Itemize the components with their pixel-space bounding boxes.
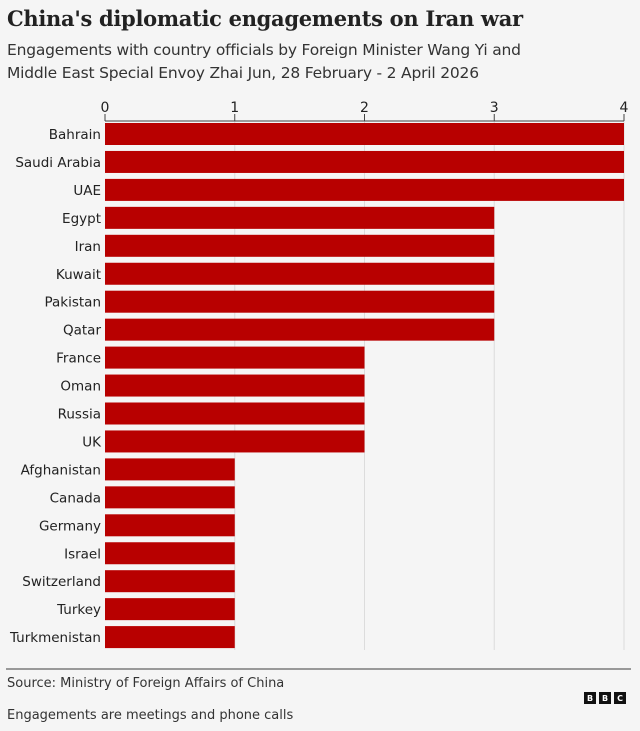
footer-divider [6, 668, 631, 670]
category-label: Qatar [63, 323, 101, 339]
bar [105, 150, 624, 173]
bar [105, 346, 365, 369]
bar [105, 626, 235, 649]
category-label: Oman [60, 379, 101, 395]
x-tick-label: 4 [620, 100, 629, 116]
note-text: Engagements are meetings and phone calls [7, 708, 294, 723]
category-label: Turkey [56, 602, 101, 618]
bbc-logo-letter: B [599, 692, 611, 704]
category-label: France [56, 351, 101, 367]
category-label: Switzerland [22, 574, 101, 590]
category-label: Pakistan [44, 295, 101, 311]
bar [105, 542, 235, 565]
bar [105, 514, 235, 537]
bar [105, 430, 365, 453]
x-tick-label: 0 [101, 100, 110, 116]
bar [105, 262, 495, 285]
source-text: Source: Ministry of Foreign Affairs of C… [7, 676, 285, 691]
category-label: Iran [75, 239, 101, 255]
bar [105, 206, 495, 229]
bar [105, 458, 235, 481]
chart-title: China's diplomatic engagements on Iran w… [7, 6, 523, 31]
bar [105, 123, 624, 145]
category-label: Kuwait [56, 267, 101, 283]
category-label: UK [82, 434, 102, 450]
category-label: Germany [39, 518, 101, 534]
chart-subtitle-line-2: Middle East Special Envoy Zhai Jun, 28 F… [7, 64, 479, 82]
x-tick-label: 2 [360, 100, 369, 116]
category-label: Russia [58, 407, 101, 423]
bar [105, 318, 495, 341]
category-label: Afghanistan [21, 462, 101, 478]
bar [105, 290, 495, 313]
category-label: Bahrain [49, 127, 101, 143]
bar [105, 570, 235, 593]
bar [105, 598, 235, 621]
x-tick-label: 3 [490, 100, 499, 116]
bar [105, 234, 495, 257]
category-label: Turkmenistan [9, 630, 101, 646]
category-label: Canada [50, 490, 101, 506]
category-label: UAE [73, 183, 101, 199]
bbc-logo-letter: B [584, 692, 596, 704]
category-label: Israel [64, 546, 101, 562]
bbc-logo: B B C [584, 692, 626, 704]
x-tick-label: 1 [230, 100, 239, 116]
bbc-logo-letter: C [614, 692, 626, 704]
category-label: Saudi Arabia [15, 155, 101, 171]
category-label: Egypt [62, 211, 101, 227]
bar [105, 402, 365, 425]
bar [105, 486, 235, 509]
bar [105, 178, 624, 201]
chart-subtitle-line-1: Engagements with country officials by Fo… [7, 41, 521, 59]
bar [105, 374, 365, 397]
